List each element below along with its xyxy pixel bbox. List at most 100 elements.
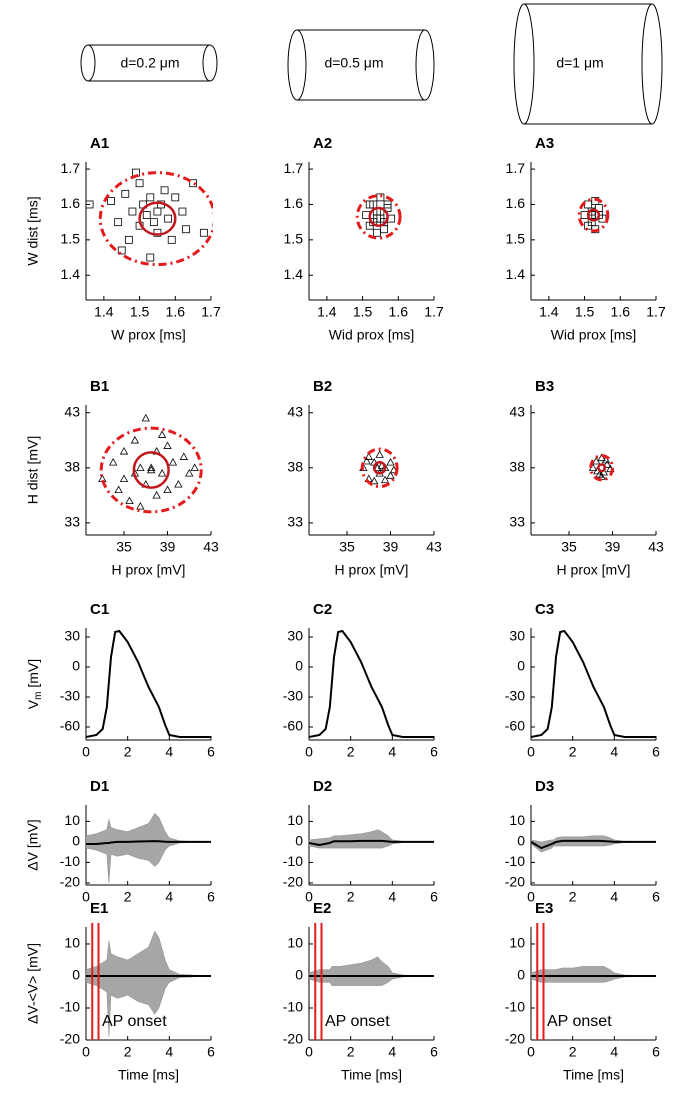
y-tick-label: 0 bbox=[295, 967, 303, 983]
panel: 100-10-200 2 4 6D3 bbox=[505, 778, 660, 905]
x-axis-label: W prox [ms] bbox=[111, 327, 186, 343]
y-tick-label: 1.7 bbox=[506, 160, 526, 176]
y-tick-label: -60 bbox=[505, 718, 525, 734]
x-tick-label: 6 bbox=[430, 889, 438, 905]
ellipse bbox=[589, 454, 615, 482]
y-tick-label: 1.5 bbox=[506, 231, 526, 247]
x-tick-label: 1.6 bbox=[389, 304, 409, 320]
point bbox=[182, 225, 190, 234]
y-tick-label: 10 bbox=[64, 935, 80, 951]
y-tick-label: 33 bbox=[287, 514, 303, 530]
x-tick-label: 4 bbox=[388, 744, 396, 760]
x-tick-label: 2 bbox=[124, 889, 132, 905]
point bbox=[386, 457, 395, 466]
x-tick-label: 1.7 bbox=[424, 304, 444, 320]
y-tick-label: 10 bbox=[287, 935, 303, 951]
x-tick-label: 1.5 bbox=[575, 304, 595, 320]
mean-trace bbox=[531, 839, 656, 850]
point bbox=[362, 456, 371, 465]
panel-label: B1 bbox=[90, 378, 109, 395]
x-tick-label: 6 bbox=[430, 1044, 438, 1060]
panel-label: C1 bbox=[90, 601, 109, 618]
y-axis-label-main: V bbox=[25, 699, 41, 709]
plot-area bbox=[86, 168, 213, 267]
point bbox=[584, 221, 593, 230]
x-tick-label: 4 bbox=[165, 1044, 173, 1060]
y-tick-label: -20 bbox=[283, 1031, 303, 1047]
point bbox=[147, 463, 156, 471]
y-tick-label: 1.4 bbox=[284, 266, 304, 282]
x-tick-label: 4 bbox=[610, 889, 618, 905]
ellipse bbox=[577, 197, 610, 233]
y-tick-label: -30 bbox=[283, 688, 303, 704]
ellipse bbox=[138, 201, 177, 236]
point bbox=[142, 211, 151, 219]
y-axis-label-sub: m bbox=[33, 691, 44, 699]
point bbox=[146, 253, 155, 262]
annotation: AP onset bbox=[547, 1013, 612, 1030]
point bbox=[119, 474, 129, 483]
point bbox=[168, 457, 178, 466]
panel-label: A1 bbox=[90, 135, 109, 152]
panel-label: A2 bbox=[313, 135, 332, 152]
envelope bbox=[86, 812, 212, 883]
y-tick-label: 1.5 bbox=[61, 231, 81, 247]
point bbox=[147, 465, 156, 474]
x-tick-label: 2 bbox=[347, 889, 355, 905]
point bbox=[380, 475, 390, 484]
x-tick-label: 0 bbox=[305, 1044, 313, 1060]
y-tick-label: 43 bbox=[64, 403, 80, 419]
y-axis-label: ΔV [mV] bbox=[25, 819, 41, 870]
y-tick-label: 1.4 bbox=[506, 266, 526, 282]
x-tick-label: 0 bbox=[305, 744, 313, 760]
x-tick-label: 0 bbox=[527, 1044, 535, 1060]
x-tick-label: 0 bbox=[82, 889, 90, 905]
y-tick-label: 30 bbox=[509, 628, 525, 644]
annotation: AP onset bbox=[325, 1013, 390, 1030]
x-tick-label: 1.7 bbox=[201, 304, 221, 320]
x-tick-label: 43 bbox=[203, 539, 219, 555]
point bbox=[163, 485, 172, 494]
y-tick-label: 0 bbox=[72, 658, 80, 674]
y-tick-label: 30 bbox=[64, 628, 80, 644]
envelope bbox=[309, 956, 435, 986]
x-axis-label: Wid prox [ms] bbox=[329, 327, 415, 343]
ellipse bbox=[372, 461, 387, 475]
point bbox=[136, 502, 145, 510]
y-tick-label: 10 bbox=[64, 812, 80, 828]
point bbox=[124, 235, 133, 244]
y-axis-label: W dist [ms] bbox=[25, 196, 41, 265]
x-tick-label: 1.5 bbox=[130, 304, 150, 320]
mean-trace bbox=[309, 839, 434, 847]
y-tick-label: 0 bbox=[72, 833, 80, 849]
y-tick-label: 1.7 bbox=[284, 160, 304, 176]
panel-label: E2 bbox=[313, 900, 331, 917]
point bbox=[149, 218, 158, 227]
ellipse bbox=[355, 194, 402, 240]
mean-trace bbox=[86, 840, 211, 845]
y-axis-label: Vm [mV] bbox=[25, 659, 44, 709]
x-tick-label: 6 bbox=[207, 889, 215, 905]
envelope bbox=[309, 829, 435, 849]
point bbox=[160, 186, 169, 195]
point bbox=[108, 457, 118, 466]
x-tick-label: 43 bbox=[648, 539, 664, 555]
x-tick-label: 39 bbox=[160, 539, 176, 555]
panel-label: C2 bbox=[313, 601, 332, 618]
point bbox=[364, 452, 373, 460]
x-tick-label: 6 bbox=[652, 744, 660, 760]
panel: 33 38 43 35 39 43 B2 H prox [mV] bbox=[287, 378, 442, 578]
x-tick-label: 1.4 bbox=[94, 304, 114, 320]
x-tick-label: 4 bbox=[610, 744, 618, 760]
ellipse bbox=[368, 206, 389, 227]
cylinder: d=0.2 μm bbox=[80, 44, 218, 82]
y-axis-label: H dist [mV] bbox=[25, 436, 41, 504]
plot-area bbox=[577, 197, 610, 234]
plot-area bbox=[588, 453, 615, 482]
point bbox=[199, 228, 208, 237]
y-tick-label: -20 bbox=[505, 1031, 525, 1047]
